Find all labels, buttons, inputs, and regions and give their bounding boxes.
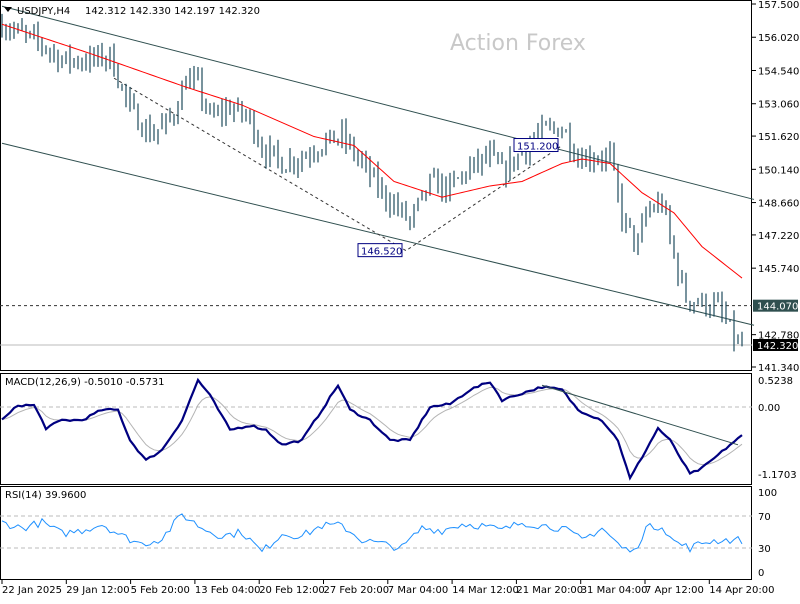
price-panel[interactable]: 146.520 151.200 (0, 0, 755, 371)
y-tick-label: 150.140 (758, 165, 799, 176)
current-price-tag (753, 338, 798, 351)
macd-line (1, 377, 743, 481)
watermark: Action Forex (450, 31, 586, 56)
x-tick-label: 13 Feb 04:00 (195, 585, 261, 596)
rsi-label: RSI(14) 39.9600 (5, 490, 86, 501)
macd-label: MACD(12,26,9) -0.5010 -0.5731 (5, 377, 165, 388)
y-tick-label: 156.020 (758, 33, 799, 44)
y-tick-label: 145.740 (758, 264, 799, 275)
rsi-line (1, 513, 743, 553)
price-level-tag-label: 144.070 (757, 302, 798, 313)
macd-panel-border (0, 373, 752, 485)
x-tick-label: 29 Jan 12:00 (66, 585, 129, 596)
macd-y-tick-label: -1.1703 (758, 470, 797, 481)
x-tick-label: 14 Mar 12:00 (452, 585, 519, 596)
rsi-panel[interactable] (0, 486, 752, 580)
x-tick-label: 5 Feb 20:00 (131, 585, 190, 596)
rsi-y-tick-label: 30 (758, 544, 771, 555)
zigzag-line (113, 77, 563, 252)
price-annotation-box (513, 138, 559, 153)
y-tick-label: 141.340 (758, 363, 799, 374)
macd-y-tick-label: 0.5238 (758, 376, 793, 387)
price-panel-border (0, 0, 752, 371)
y-tick-label: 148.660 (758, 199, 799, 210)
y-tick-label: 151.620 (758, 132, 799, 143)
moving-average-line (1, 23, 743, 279)
current-price-tag-label: 142.320 (757, 341, 798, 352)
rsi-y-tick-label: 70 (758, 512, 771, 523)
channel-trendline (1, 5, 755, 200)
rsi-panel-border (0, 486, 752, 580)
rsi-y-tick-label: 0 (758, 568, 764, 579)
macd-y-tick-label: 0.00 (758, 403, 780, 414)
symbol-label: USDJPY,H4 (17, 6, 70, 17)
collapse-triangle-icon[interactable] (4, 7, 12, 12)
y-tick-label: 147.220 (758, 231, 799, 242)
x-tick-label: 14 Apr 20:00 (709, 585, 774, 596)
ohlc-label: 142.312 142.330 142.197 142.320 (85, 6, 260, 17)
macd-panel[interactable] (0, 373, 752, 485)
price-annotation-label: 146.520 (361, 247, 402, 258)
macd-trendline (541, 384, 739, 446)
price-annotation-box (357, 243, 403, 258)
price-level-tag (753, 299, 798, 312)
x-tick-label: 7 Apr 12:00 (645, 585, 704, 596)
x-tick-label: 31 Mar 04:00 (581, 585, 648, 596)
rsi-y-tick-label: 100 (758, 488, 777, 499)
y-tick-label: 154.540 (758, 66, 799, 77)
y-tick-label: 153.060 (758, 100, 799, 111)
macd-signal-line (1, 386, 743, 466)
y-tick-label: 157.500 (758, 0, 799, 11)
y-tick-label: 142.780 (758, 331, 799, 342)
x-tick-label: 22 Jan 2025 (2, 585, 62, 596)
x-tick-label: 20 Feb 12:00 (259, 585, 325, 596)
price-annotation-label: 151.200 (517, 142, 558, 153)
x-tick-label: 27 Feb 20:00 (324, 585, 390, 596)
x-tick-label: 21 Mar 20:00 (516, 585, 583, 596)
x-tick-label: 7 Mar 04:00 (388, 585, 448, 596)
